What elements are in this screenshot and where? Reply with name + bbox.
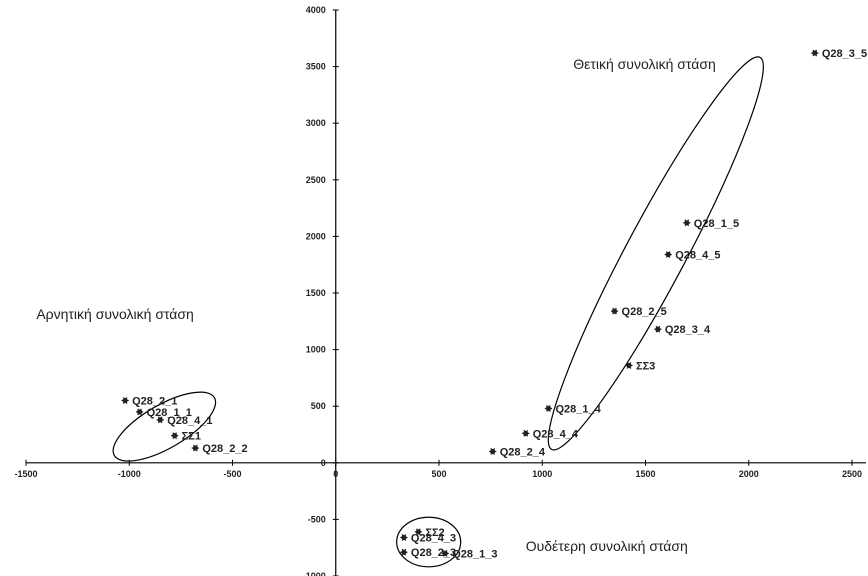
- region-annotation: Θετική συνολική στάση: [573, 56, 716, 72]
- data-point: Q28_1_1: [135, 407, 192, 419]
- point-marker: [489, 448, 497, 455]
- data-point: ΣΣ2: [414, 527, 445, 539]
- data-points: Q28_3_5 Q28_1_5 Q28_4_5 Q28_2_5 Q28_3_4 ΣΣ3 Q2…: [121, 48, 867, 560]
- point-marker: [654, 325, 662, 333]
- region-ellipses: [112, 56, 764, 568]
- data-point: Q28_2_4: [489, 446, 546, 458]
- point-marker: [664, 251, 672, 258]
- x-tick-label: -500: [223, 469, 241, 479]
- point-label: Q28_4_3: [411, 533, 456, 545]
- region-ellipse: [112, 391, 217, 462]
- data-point: ΣΣ3: [625, 360, 655, 372]
- point-label: Q28_1_3: [452, 548, 497, 560]
- point-label: Q28_4_1: [167, 415, 212, 427]
- data-point: Q28_4_1: [156, 415, 212, 427]
- point-label: Q28_4_4: [533, 428, 579, 440]
- point-label: Q28_2_1: [132, 396, 177, 408]
- y-tick-label: 1000: [306, 345, 326, 355]
- axes: [26, 10, 866, 576]
- point-marker: [414, 528, 422, 536]
- point-marker: [811, 49, 819, 57]
- point-label: Q28_2_2: [202, 443, 247, 455]
- data-point: Q28_3_4: [654, 324, 711, 336]
- data-point: Q28_1_3: [441, 548, 497, 560]
- x-tick-label: 2500: [842, 469, 862, 479]
- x-tick-label: 500: [431, 469, 446, 479]
- data-point: Q28_1_5: [683, 218, 739, 230]
- y-tick-label: 500: [311, 401, 326, 411]
- point-label: Q28_4_5: [675, 250, 720, 262]
- point-marker: [625, 362, 633, 369]
- point-label: Q28_3_5: [822, 48, 867, 60]
- point-marker: [135, 408, 144, 416]
- point-marker: [191, 444, 199, 452]
- point-label: Q28_3_4: [665, 324, 711, 336]
- y-tick-label: 1500: [306, 288, 326, 298]
- y-tick-label: 4000: [306, 5, 326, 15]
- region-annotation: Ουδέτερη συνολική στάση: [526, 538, 688, 554]
- x-tick-label: -1500: [14, 469, 37, 479]
- point-label: ΣΣ1: [182, 431, 201, 443]
- point-marker: [171, 432, 179, 440]
- region-ellipse: [396, 516, 462, 568]
- x-tick-label: 0: [333, 469, 338, 479]
- y-tick-label: 0: [321, 458, 326, 468]
- point-label: Q28_1_1: [147, 407, 192, 419]
- y-tick-label: 2500: [306, 175, 326, 185]
- region-annotation: Αρνητική συνολική στάση: [36, 306, 194, 322]
- point-marker: [121, 397, 129, 404]
- data-point: Q28_2_5: [610, 306, 667, 318]
- data-point: Q28_4_5: [664, 250, 720, 262]
- y-tick-label: 2000: [306, 231, 326, 241]
- point-label: Q28_2_5: [622, 306, 667, 318]
- point-marker: [544, 405, 553, 412]
- y-tick-label: 3500: [306, 62, 326, 72]
- x-tick-label: 1000: [532, 469, 552, 479]
- data-point: Q28_2_2: [191, 443, 248, 455]
- point-marker: [400, 534, 408, 541]
- x-tick-label: 1500: [635, 469, 655, 479]
- x-tick-label: 2000: [739, 469, 759, 479]
- data-point: Q28_4_3: [400, 533, 456, 545]
- data-point: Q28_4_4: [522, 428, 579, 440]
- y-tick-label: -1000: [303, 571, 326, 576]
- point-label: Q28_1_5: [694, 218, 739, 230]
- x-tick-label: -1000: [118, 469, 141, 479]
- data-point: Q28_1_4: [544, 403, 602, 415]
- point-marker: [610, 307, 619, 315]
- point-marker: [441, 549, 449, 557]
- data-point: ΣΣ1: [171, 431, 201, 443]
- point-label: Q28_1_4: [555, 403, 601, 415]
- data-point: Q28_3_5: [811, 48, 867, 60]
- point-label: ΣΣ2: [425, 527, 444, 539]
- y-tick-label: -500: [308, 514, 326, 524]
- data-point: Q28_2_3: [400, 547, 456, 559]
- point-marker: [683, 219, 691, 227]
- tick-marks: -1500 -1000 -500 0 500 1000 1500 2000 2500 4000 35…: [14, 5, 862, 576]
- y-tick-label: 3000: [306, 118, 326, 128]
- region-ellipse: [547, 56, 764, 451]
- point-label: Q28_2_3: [411, 547, 456, 559]
- point-marker: [400, 548, 408, 556]
- data-point: Q28_2_1: [121, 396, 177, 408]
- region-annotations: Θετική συνολική στάση Αρνητική συνολική σ…: [36, 56, 715, 554]
- point-marker: [522, 429, 530, 437]
- point-label: Q28_2_4: [500, 446, 546, 458]
- point-marker: [156, 416, 164, 424]
- point-label: ΣΣ3: [636, 360, 655, 372]
